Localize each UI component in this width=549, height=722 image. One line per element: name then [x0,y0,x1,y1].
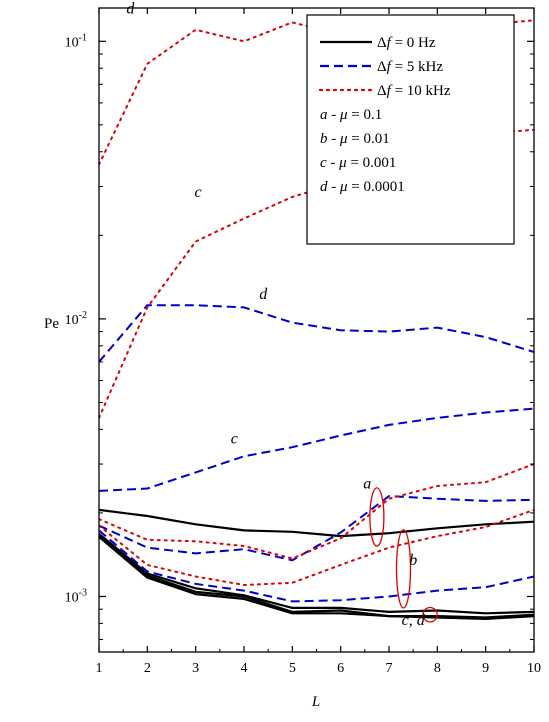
curve-label-d-0: d [126,0,135,17]
series-layer [99,19,534,621]
x-tick-label-5: 5 [289,661,296,676]
x-tick-label-7: 7 [386,661,393,676]
curve-label-d-2: d [259,286,268,303]
curve-label-a-4: a [363,476,371,493]
legend: Δf = 0 Hz Δf = 5 kHz Δf = 10 kHz a - μ = 0.… [306,14,515,245]
legend-note-d: d - μ = 0.0001 [320,179,405,195]
legend-label-solid: Δf = 0 Hz [377,35,436,51]
legend-label-dashed: Δf = 5 kHz [377,59,443,75]
series-line-solid-b [99,533,534,615]
annotation-ellipse-b [395,529,412,609]
curve-label-b-5: b [409,552,417,569]
annotation-ellipse-a [369,487,385,547]
series-line-dotted-a [99,463,534,560]
series-line-solid-d [99,535,534,621]
x-tick-label-3: 3 [192,661,199,676]
legend-note-a: a - μ = 0.1 [320,107,382,123]
series-line-dashed-b [99,529,534,603]
annotation-layer [369,487,438,623]
series-line-solid-a [99,508,534,538]
y-axis-title: Pe [44,316,59,332]
series-line-solid-c [99,534,534,619]
legend-note-c: c - μ = 0.001 [320,155,396,171]
series-line-dashed-a [99,495,534,562]
x-tick-label-6: 6 [337,661,344,676]
legend-label-dotted: Δf = 10 kHz [377,83,451,99]
curve-label-cd-6: c, d [402,612,426,629]
series-line-dashed-c [99,407,534,492]
x-tick-label-8: 8 [434,661,441,676]
legend-box [306,14,515,245]
x-tick-label-9: 9 [482,661,489,676]
curve-label-c-1: c [195,184,202,201]
series-line-dashed-d [99,304,534,363]
legend-note-b: b - μ = 0.01 [320,131,390,147]
curve-label-c-3: c [231,431,238,448]
annotation-ellipse-cd [422,606,438,623]
x-tick-label-4: 4 [241,661,248,676]
x-tick-label-2: 2 [144,661,151,676]
x-axis-title: L [311,694,320,710]
series-line-dotted-c [99,128,534,419]
curve-label-layer: d c d c a b c, d [126,0,425,629]
x-tick-label-10: 10 [527,661,541,676]
series-line-dotted-b [99,508,534,586]
x-tick-label-1: 1 [96,661,103,676]
